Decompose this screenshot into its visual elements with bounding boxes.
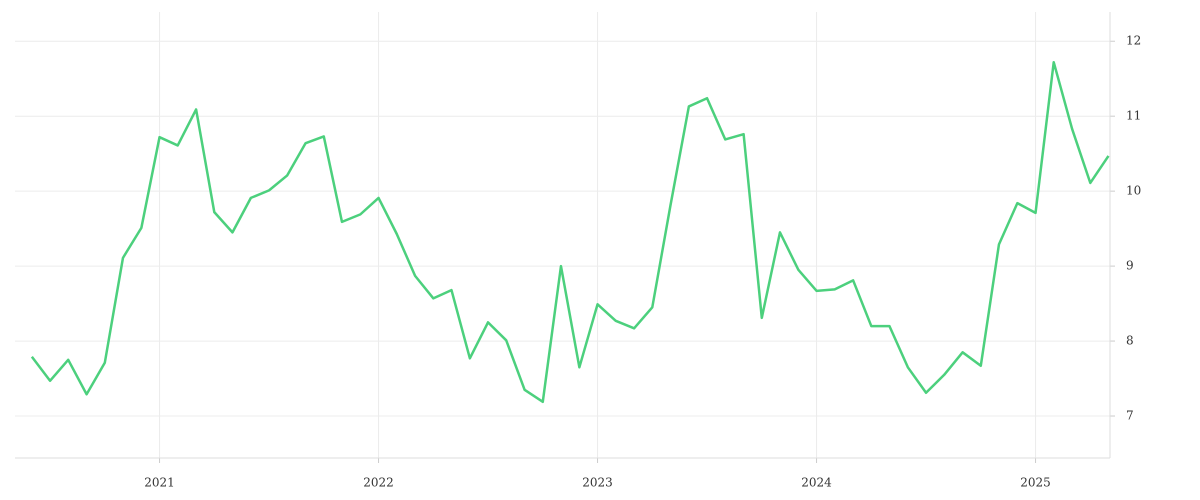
x-tick-label: 2022 — [363, 476, 394, 490]
y-tick-label: 7 — [1126, 409, 1134, 423]
x-tick-label: 2024 — [801, 476, 832, 490]
line — [30, 60, 1110, 404]
x-tick-label: 2025 — [1020, 476, 1051, 490]
y-tick-label: 11 — [1126, 109, 1141, 123]
y-tick-label: 9 — [1126, 259, 1134, 273]
y-tick-label: 12 — [1126, 34, 1141, 48]
y-tick-label: 8 — [1126, 334, 1134, 348]
x-tick-label: 2023 — [582, 476, 613, 490]
x-tick-label: 2021 — [144, 476, 175, 490]
y-tick-label: 10 — [1126, 184, 1141, 198]
